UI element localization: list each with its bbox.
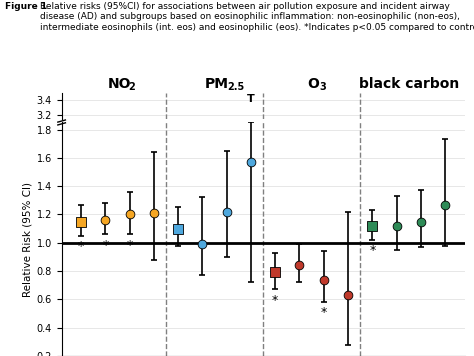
Text: PM: PM (205, 77, 229, 91)
Point (77, 219, 85, 224)
Point (344, 292, 352, 298)
Text: O: O (307, 77, 319, 91)
Text: 2.5: 2.5 (227, 82, 244, 92)
Text: Relative risks (95%CI) for associations between air pollution exposure and incid: Relative risks (95%CI) for associations … (40, 2, 474, 32)
Text: *: * (127, 239, 133, 252)
Text: *: * (272, 294, 278, 307)
Text: 3: 3 (319, 82, 326, 92)
Point (247, 159, 255, 165)
Text: 2: 2 (128, 82, 135, 92)
Text: Figure 1: Figure 1 (5, 2, 47, 11)
Point (126, 211, 133, 217)
Text: *: * (78, 240, 84, 253)
Point (223, 209, 230, 214)
Text: T: T (247, 94, 255, 104)
Text: *: * (320, 307, 327, 319)
Point (272, 269, 279, 275)
Point (150, 210, 158, 216)
Point (368, 223, 376, 229)
Text: NO: NO (108, 77, 131, 91)
Text: black carbon: black carbon (358, 77, 459, 91)
Point (174, 226, 182, 231)
Point (441, 202, 449, 208)
Point (417, 219, 425, 224)
Text: *: * (102, 239, 109, 252)
Point (101, 217, 109, 223)
Point (296, 263, 303, 268)
Point (320, 277, 328, 282)
Point (393, 223, 401, 229)
Point (199, 241, 206, 247)
Y-axis label: Relative Risk (95% CI): Relative Risk (95% CI) (22, 182, 32, 297)
Text: *: * (369, 244, 375, 257)
